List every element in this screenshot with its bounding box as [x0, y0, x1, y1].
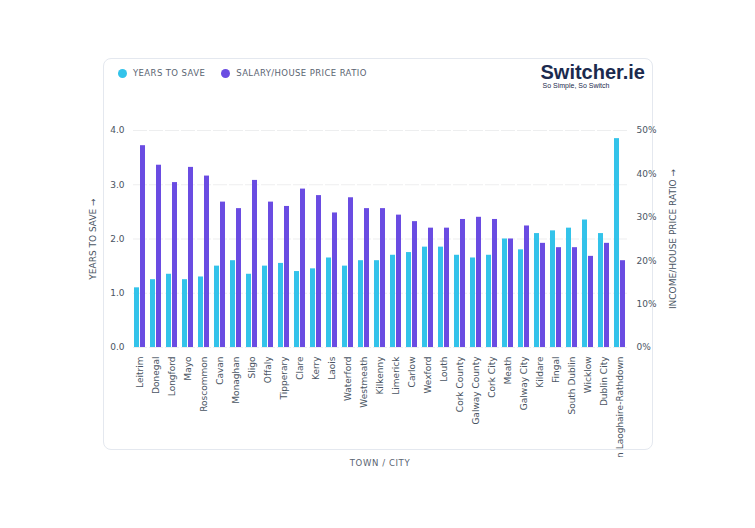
svg-text:YEARS TO SAVE →: YEARS TO SAVE →: [88, 198, 98, 281]
svg-text:Sligo: Sligo: [247, 356, 257, 378]
svg-text:Donegal: Donegal: [151, 357, 161, 394]
svg-text:Longford: Longford: [167, 357, 177, 397]
svg-text:20%: 20%: [637, 256, 657, 266]
svg-text:Kildare: Kildare: [535, 356, 545, 388]
svg-text:Clare: Clare: [295, 356, 305, 380]
svg-text:Waterford: Waterford: [343, 357, 353, 402]
svg-text:Wicklow: Wicklow: [583, 357, 593, 394]
svg-text:Roscommon: Roscommon: [199, 357, 209, 412]
svg-text:10%: 10%: [637, 299, 657, 309]
svg-text:2.0: 2.0: [110, 234, 125, 244]
svg-text:Monaghan: Monaghan: [231, 357, 241, 404]
svg-text:0%: 0%: [637, 342, 652, 352]
svg-text:Louth: Louth: [439, 357, 449, 382]
svg-text:Leitrim: Leitrim: [135, 357, 145, 388]
svg-text:Westmeath: Westmeath: [359, 357, 369, 408]
svg-text:Fingal: Fingal: [551, 357, 561, 383]
svg-text:Tipperary: Tipperary: [279, 356, 289, 401]
html-text:So Simple, So Switch: So Simple, So Switch: [542, 82, 610, 89]
html-text:SALARY/HOUSE PRICE RATIO: SALARY/HOUSE PRICE RATIO: [236, 68, 367, 78]
svg-text:Kerry: Kerry: [311, 356, 321, 380]
svg-text:Meath: Meath: [503, 357, 513, 385]
svg-text:50%: 50%: [637, 125, 657, 135]
svg-text:South Dublin: South Dublin: [567, 357, 577, 415]
svg-text:Cork County: Cork County: [455, 356, 465, 412]
svg-text:Wexford: Wexford: [423, 357, 433, 394]
svg-text:1.0: 1.0: [110, 288, 125, 298]
svg-text:4.0: 4.0: [110, 125, 125, 135]
svg-text:Limerick: Limerick: [391, 356, 401, 395]
svg-text:Laois: Laois: [327, 356, 337, 380]
svg-text:Galway County: Galway County: [471, 356, 481, 425]
svg-text:0.0: 0.0: [110, 342, 125, 352]
svg-text:Dún Laoghaire-Rathdown: Dún Laoghaire-Rathdown: [615, 357, 625, 458]
svg-text:Dublin City: Dublin City: [599, 356, 609, 406]
svg-text:3.0: 3.0: [110, 180, 125, 190]
svg-text:INCOME/HOUSE PRICE RATIO →: INCOME/HOUSE PRICE RATIO →: [668, 168, 678, 309]
svg-text:Kilkenny: Kilkenny: [375, 356, 385, 395]
svg-text:30%: 30%: [637, 212, 657, 222]
svg-text:Mayo: Mayo: [183, 356, 193, 381]
svg-text:Offaly: Offaly: [263, 356, 273, 383]
svg-text:Galway City: Galway City: [519, 356, 529, 410]
svg-text:Cavan: Cavan: [215, 357, 225, 385]
html-text:Switcher.ie: Switcher.ie: [540, 61, 645, 83]
html-text:YEARS TO SAVE: YEARS TO SAVE: [133, 68, 206, 78]
svg-text:Carlow: Carlow: [407, 357, 417, 388]
html-text:TOWN / CITY: TOWN / CITY: [349, 458, 411, 468]
svg-text:Cork City: Cork City: [487, 356, 497, 398]
svg-text:40%: 40%: [637, 169, 657, 179]
